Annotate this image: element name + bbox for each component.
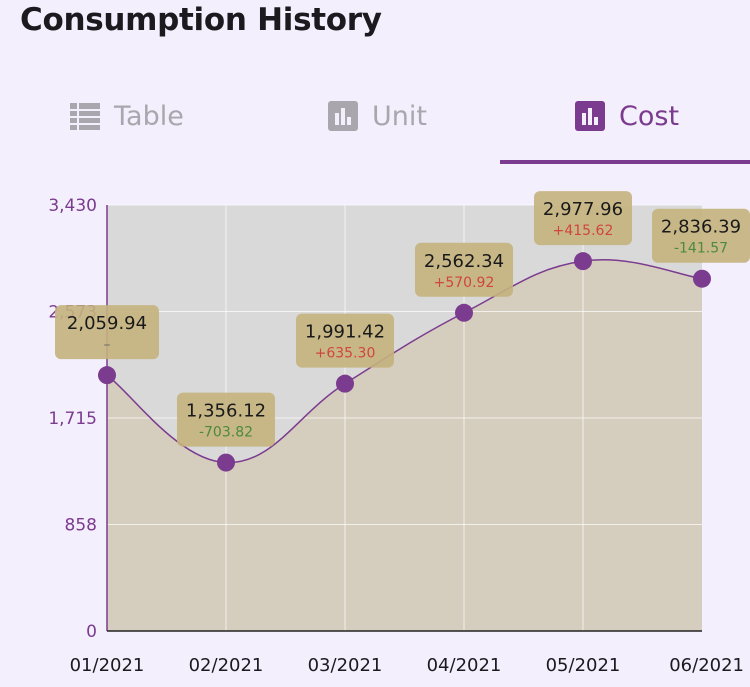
value-callout: [534, 191, 632, 246]
x-tick-label: 05/2021: [546, 655, 621, 676]
change-label: -703.82: [199, 425, 253, 441]
data-point: [693, 269, 711, 288]
change-label: +635.30: [315, 346, 376, 362]
change-label: –: [104, 337, 111, 353]
change-label: +415.62: [553, 223, 614, 239]
page-title: Consumption History: [20, 2, 382, 38]
bar-chart-icon: [328, 101, 358, 131]
data-point: [217, 453, 235, 472]
x-tick-label: 06/2021: [669, 655, 744, 676]
active-tab-indicator: [500, 160, 750, 164]
data-point: [574, 252, 592, 271]
x-tick-label: 03/2021: [308, 655, 383, 676]
value-callout: [296, 313, 394, 368]
y-tick-label: 0: [86, 622, 97, 642]
change-label: -141.57: [674, 241, 728, 257]
view-tabs: Table Unit Cost: [0, 70, 750, 165]
cost-chart: 08581,7152,5733,43001/202102/202103/2021…: [0, 180, 750, 687]
data-label: 2,977.96: [543, 199, 623, 220]
tab-table-label: Table: [114, 100, 184, 132]
tab-unit-label: Unit: [372, 100, 427, 132]
area-fill: [107, 259, 702, 631]
y-tick-label: 1,715: [48, 409, 97, 429]
value-callout: [55, 305, 159, 360]
y-tick-label: 858: [65, 515, 97, 535]
y-tick-label: 3,430: [48, 196, 97, 216]
change-label: +570.92: [434, 275, 495, 291]
data-label: 2,836.39: [661, 217, 741, 238]
chart-svg: 08581,7152,5733,43001/202102/202103/2021…: [48, 191, 750, 676]
table-icon: [70, 103, 100, 130]
data-label: 2,562.34: [424, 251, 504, 272]
tab-cost[interactable]: Cost: [575, 96, 679, 136]
bar-chart-icon: [575, 101, 605, 131]
tab-cost-label: Cost: [619, 100, 680, 132]
tab-table[interactable]: Table: [70, 96, 184, 136]
data-label: 1,991.42: [305, 322, 385, 343]
x-tick-label: 01/2021: [70, 655, 145, 676]
data-point: [98, 366, 116, 385]
data-label: 2,059.94: [67, 313, 147, 334]
x-tick-label: 02/2021: [189, 655, 264, 676]
data-point: [455, 303, 473, 322]
value-callout: [415, 242, 513, 297]
data-point: [336, 374, 354, 393]
series-line: [106, 259, 703, 464]
x-tick-label: 04/2021: [427, 655, 502, 676]
value-callout: [652, 208, 750, 263]
data-label: 1,356.12: [186, 401, 266, 422]
value-callout: [177, 392, 275, 447]
tab-unit[interactable]: Unit: [328, 96, 427, 136]
